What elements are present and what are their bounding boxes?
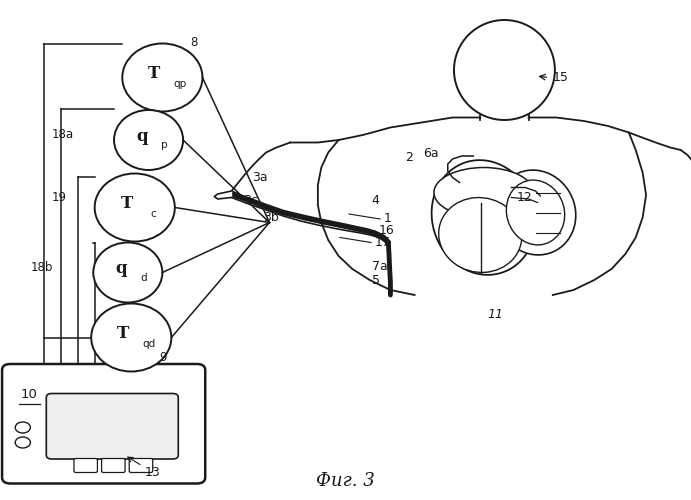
Ellipse shape (439, 198, 522, 272)
Text: 18a: 18a (52, 128, 74, 141)
Ellipse shape (114, 110, 183, 170)
Text: T: T (121, 195, 133, 212)
Text: 2: 2 (406, 151, 413, 164)
Text: 1: 1 (384, 212, 391, 226)
FancyBboxPatch shape (102, 458, 125, 472)
FancyBboxPatch shape (2, 364, 205, 484)
Text: d: d (140, 273, 146, 283)
Ellipse shape (432, 160, 536, 275)
Text: 19: 19 (52, 191, 67, 204)
Text: 15: 15 (553, 71, 569, 84)
Text: Фиг. 3: Фиг. 3 (316, 472, 375, 490)
Text: 5: 5 (372, 274, 380, 287)
Ellipse shape (454, 20, 555, 120)
FancyBboxPatch shape (129, 458, 153, 472)
Text: 13: 13 (128, 457, 161, 479)
Text: 11: 11 (487, 308, 503, 322)
Text: qp: qp (174, 78, 187, 88)
Text: c: c (150, 208, 155, 218)
Text: q: q (115, 260, 126, 278)
Text: 16: 16 (379, 224, 395, 237)
Ellipse shape (122, 44, 202, 112)
Text: 17: 17 (375, 236, 390, 249)
Text: T: T (117, 325, 129, 342)
Text: q: q (136, 128, 147, 145)
FancyBboxPatch shape (74, 458, 97, 472)
Ellipse shape (495, 170, 576, 255)
Ellipse shape (507, 180, 565, 245)
Ellipse shape (95, 174, 175, 242)
Text: 3b: 3b (263, 211, 278, 224)
Text: 18b: 18b (31, 261, 53, 274)
Text: 7a: 7a (372, 260, 388, 272)
Text: 4: 4 (371, 194, 379, 206)
Text: 3c: 3c (243, 194, 258, 206)
Text: 8: 8 (190, 36, 198, 49)
Ellipse shape (93, 242, 162, 302)
Polygon shape (214, 191, 231, 199)
Text: 12: 12 (517, 191, 533, 204)
FancyBboxPatch shape (46, 394, 178, 459)
Text: T: T (149, 65, 160, 82)
Text: 9: 9 (159, 351, 167, 364)
Text: 10: 10 (21, 388, 37, 402)
Text: 3a: 3a (252, 171, 268, 184)
Ellipse shape (91, 304, 171, 372)
Ellipse shape (434, 168, 533, 218)
Text: qd: qd (143, 338, 156, 348)
Text: 6a: 6a (423, 147, 439, 160)
Text: p: p (161, 140, 167, 150)
